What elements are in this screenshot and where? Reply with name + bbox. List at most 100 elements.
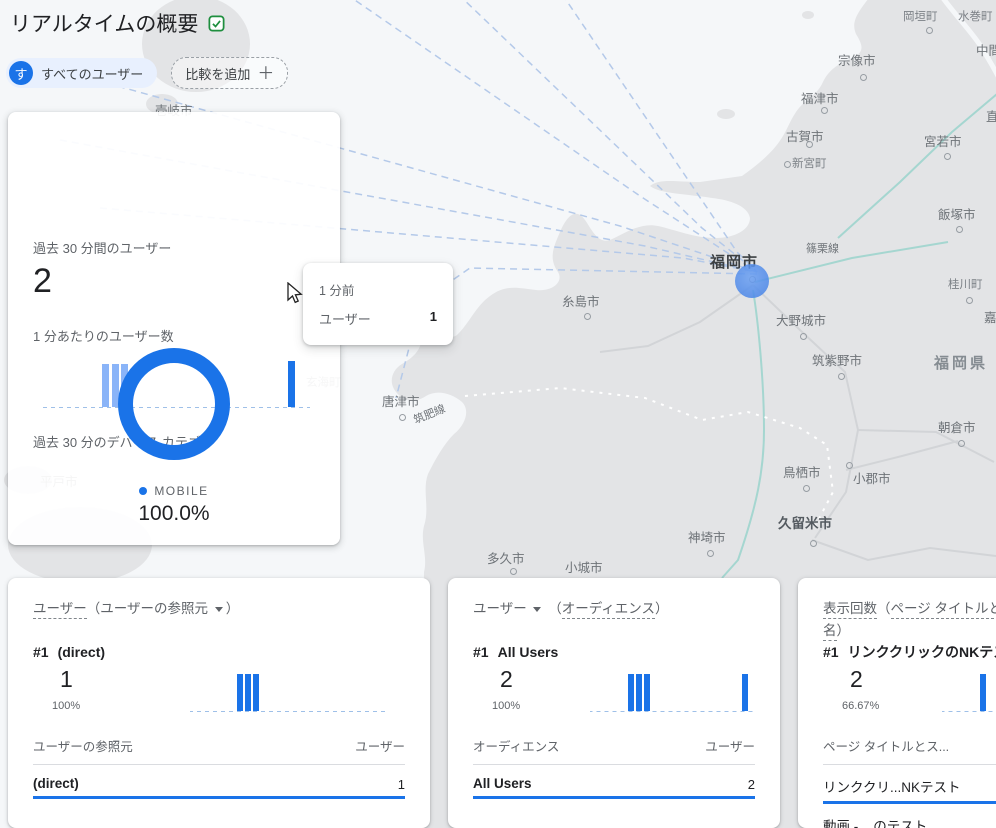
rank-value: リンククリックのNKテスト — [847, 644, 996, 660]
map-roads — [599, 284, 996, 562]
mouse-cursor — [287, 282, 303, 304]
map-label: 飯塚市 — [938, 208, 976, 222]
map-city-dot — [958, 440, 965, 447]
selectable-title-segment[interactable]: オーディエンス — [561, 601, 656, 619]
device-category-donut[interactable] — [118, 348, 230, 460]
top-rank-line: #1 (direct) — [33, 644, 105, 660]
map-label: 朝倉市 — [938, 421, 976, 435]
spark-bar — [742, 674, 748, 711]
add-comparison-button[interactable]: 比較を追加 ＋ — [171, 57, 289, 89]
map-city-dot — [838, 373, 845, 380]
map-city-dot — [800, 333, 807, 340]
table-row: 動画 - ...のテスト — [823, 815, 996, 828]
map-label: 古賀市 — [786, 130, 824, 144]
dropdown-arrow-icon[interactable] — [214, 607, 223, 612]
selectable-title-segment[interactable]: ページ タイトルとスクリーン名 — [823, 601, 996, 641]
mini-spark-chart[interactable] — [942, 674, 996, 712]
map-city-dot — [821, 107, 828, 114]
data-collection-status-icon[interactable] — [207, 14, 226, 33]
map-city-dot — [707, 550, 714, 557]
table-header: ページ タイトルとス... — [823, 736, 996, 765]
spark-bar — [980, 674, 986, 711]
map-city-dot — [810, 540, 817, 547]
table-row: リンククリ...NKテスト — [823, 776, 996, 804]
page-title: リアルタイムの概要 — [10, 13, 199, 36]
tooltip-metric: ユーザー — [319, 312, 371, 327]
title-segment: ） — [836, 623, 851, 638]
table-header: ユーザーの参照元 ユーザー — [33, 736, 405, 765]
row-value: 2 — [747, 777, 755, 792]
map-city-dot — [399, 414, 406, 421]
map-label: 小郡市 — [853, 472, 891, 486]
map-island — [717, 109, 735, 119]
realtime-overview-card: 過去 30 分間のユーザー 2 1 分あたりのユーザー数 過去 30 分のデバイ… — [8, 112, 340, 545]
map-city-dot — [846, 462, 853, 469]
row-bar — [473, 796, 755, 799]
map-label: 水巻町 — [958, 11, 993, 23]
plus-icon: ＋ — [257, 63, 275, 83]
card-table: ユーザーの参照元 ユーザー (direct) 1 — [33, 736, 405, 799]
mini-spark-chart[interactable] — [190, 674, 388, 712]
row-name: (direct) — [33, 776, 79, 791]
selectable-title-segment[interactable]: ユーザー — [33, 601, 87, 619]
device-percent: 100.0% — [138, 502, 210, 525]
spark-bar — [245, 674, 251, 711]
map-city-dot — [956, 226, 963, 233]
spark-bar — [112, 364, 119, 407]
spark-bar — [102, 364, 109, 407]
dimension-header: ページ タイトルとス... — [823, 740, 950, 754]
user-location-marker[interactable] — [735, 264, 769, 298]
tooltip-value: 1 — [429, 309, 437, 324]
users-30min-label: 過去 30 分間のユーザー — [33, 241, 172, 256]
rank-label: #1 — [823, 644, 839, 660]
all-users-chip[interactable]: す すべてのユーザー — [6, 58, 158, 88]
rank-label: #1 — [473, 644, 489, 660]
map-label: 筑紫野市 — [812, 354, 863, 368]
map-label: 桂川町 — [948, 279, 983, 291]
row-bar — [823, 801, 996, 804]
row-name: All Users — [473, 776, 532, 791]
map-city-dot — [926, 27, 933, 34]
rank-value: All Users — [497, 644, 559, 660]
segment-label: すべてのユーザー — [41, 66, 144, 82]
chart-baseline — [942, 710, 996, 712]
map-label: 宗像市 — [838, 54, 876, 68]
dimension-header: ユーザーの参照元 — [33, 740, 133, 754]
title-segment: （ユーザーの参照元 — [86, 601, 212, 616]
card-table: オーディエンス ユーザー All Users 2 — [473, 736, 755, 799]
map-city-dot — [966, 297, 973, 304]
map-label: 多久市 — [487, 552, 525, 566]
map-prefecture-border — [464, 386, 835, 533]
spark-bar — [288, 361, 295, 407]
dimension-header: オーディエンス — [473, 740, 560, 754]
title-segment: ユーザー — [473, 601, 531, 616]
map-city-dot — [944, 153, 951, 160]
donut-legend: MOBILE — [8, 484, 340, 498]
spark-bar — [644, 674, 650, 711]
title-segment: ） — [225, 601, 240, 616]
users-30min-value: 2 — [33, 262, 52, 300]
tooltip-time: 1 分前 — [319, 284, 355, 298]
top-rank-line: #1 リンククリックのNKテスト — [823, 642, 996, 662]
card-title: ユーザー（ユーザーの参照元 ） — [33, 598, 410, 620]
spark-bar — [237, 674, 243, 711]
page-header: リアルタイムの概要 — [10, 8, 226, 38]
title-segment: （ — [877, 601, 891, 616]
card-title: ユーザー （オーディエンス） — [473, 598, 760, 620]
map-label: 中間市 — [976, 44, 996, 58]
map-city-dot — [806, 141, 813, 148]
map-label: 神埼市 — [688, 531, 726, 545]
map-city-dot — [584, 313, 591, 320]
dropdown-arrow-icon[interactable] — [533, 607, 542, 612]
chart-baseline — [590, 710, 755, 712]
map-railways — [721, 93, 996, 579]
table-row: (direct) 1 — [33, 776, 405, 799]
map-city-dot — [784, 161, 791, 168]
users-per-minute-label: 1 分あたりのユーザー数 — [33, 329, 174, 344]
mini-spark-chart[interactable] — [590, 674, 755, 712]
spark-bar — [636, 674, 642, 711]
map-label: 糸島市 — [562, 295, 600, 309]
map-island — [802, 11, 814, 19]
selectable-title-segment[interactable]: 表示回数 — [823, 601, 877, 619]
